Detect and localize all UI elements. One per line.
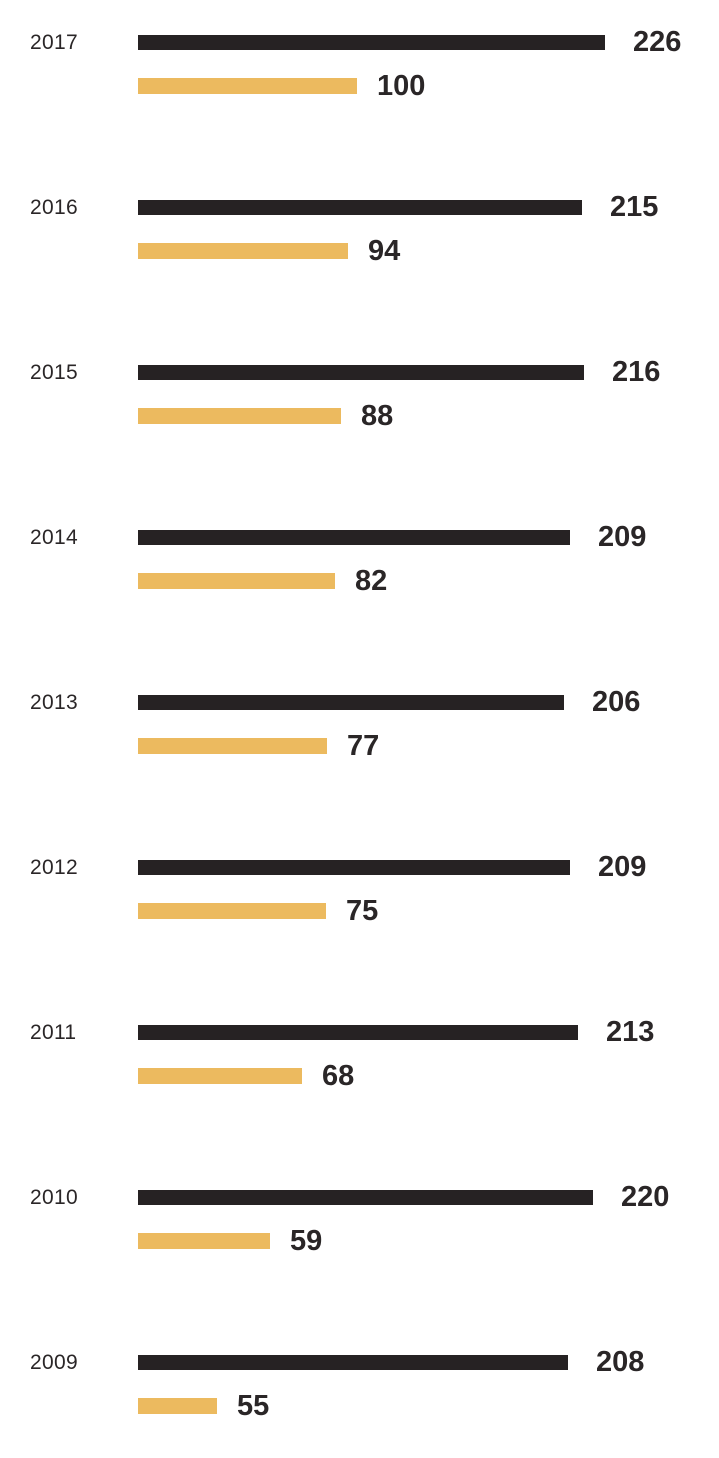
- year-group: 2017 226 100: [0, 28, 719, 200]
- gold-bar-value-label: 82: [355, 564, 388, 597]
- gold-bar-row: 68: [138, 1061, 354, 1090]
- gold-bar-row: 59: [138, 1226, 322, 1255]
- year-group: 2009 208 55: [0, 1348, 719, 1458]
- dark-bar-row: 226: [138, 28, 681, 57]
- gold-bar-value-label: 59: [290, 1224, 323, 1257]
- dark-bar: [138, 35, 605, 50]
- gold-bar-value-label: 88: [361, 399, 394, 432]
- gold-bar-value-label: 94: [368, 234, 401, 267]
- gold-bar-value-label: 55: [237, 1389, 270, 1422]
- dark-bar-row: 220: [138, 1183, 669, 1212]
- year-group: 2013 206 77: [0, 688, 719, 860]
- gold-bar: [138, 78, 357, 94]
- year-axis-label: 2013: [30, 691, 78, 714]
- gold-bar-value-label: 68: [322, 1059, 355, 1092]
- year-group: 2010 220 59: [0, 1183, 719, 1355]
- year-group: 2011 213 68: [0, 1018, 719, 1190]
- dark-bar-value-label: 206: [592, 686, 641, 718]
- dark-bar: [138, 1355, 568, 1370]
- year-axis-label: 2016: [30, 196, 78, 219]
- year-axis-label: 2011: [30, 1021, 77, 1044]
- gold-bar-value-label: 100: [377, 69, 426, 102]
- dark-bar: [138, 1190, 593, 1205]
- gold-bar-value-label: 75: [346, 894, 379, 927]
- gold-bar-row: 100: [138, 71, 425, 100]
- dark-bar-value-label: 216: [612, 356, 661, 388]
- year-axis-label: 2017: [30, 31, 78, 54]
- dark-bar: [138, 365, 584, 380]
- gold-bar-row: 94: [138, 236, 400, 265]
- year-group: 2012 209 75: [0, 853, 719, 1025]
- gold-bar: [138, 408, 341, 424]
- gold-bar: [138, 573, 335, 589]
- gold-bar: [138, 243, 348, 259]
- year-group: 2015 216 88: [0, 358, 719, 530]
- year-axis-label: 2009: [30, 1351, 78, 1374]
- dark-bar-row: 213: [138, 1018, 654, 1047]
- gold-bar-value-label: 77: [347, 729, 380, 762]
- year-axis-label: 2014: [30, 526, 78, 549]
- gold-bar-row: 75: [138, 896, 378, 925]
- year-axis-label: 2012: [30, 856, 78, 879]
- dark-bar-value-label: 226: [633, 26, 682, 58]
- dark-bar-row: 209: [138, 523, 646, 552]
- dark-bar-value-label: 209: [598, 851, 647, 883]
- dark-bar-value-label: 213: [606, 1016, 655, 1048]
- dark-bar-value-label: 220: [621, 1181, 670, 1213]
- year-group: 2016 215 94: [0, 193, 719, 365]
- gold-bar-row: 55: [138, 1391, 269, 1420]
- dark-bar-row: 215: [138, 193, 658, 222]
- gold-bar: [138, 1233, 270, 1249]
- dark-bar: [138, 530, 570, 545]
- dark-bar-value-label: 215: [610, 191, 659, 223]
- dark-bar-value-label: 209: [598, 521, 647, 553]
- dark-bar-value-label: 208: [596, 1346, 645, 1378]
- year-axis-label: 2015: [30, 361, 78, 384]
- dark-bar: [138, 1025, 578, 1040]
- gold-bar-row: 88: [138, 401, 393, 430]
- gold-bar: [138, 1068, 302, 1084]
- gold-bar: [138, 738, 327, 754]
- dark-bar-row: 216: [138, 358, 660, 387]
- year-axis-label: 2010: [30, 1186, 78, 1209]
- gold-bar-row: 82: [138, 566, 387, 595]
- year-group: 2014 209 82: [0, 523, 719, 695]
- dark-bar-row: 208: [138, 1348, 644, 1377]
- dark-bar: [138, 200, 582, 215]
- gold-bar: [138, 903, 326, 919]
- dark-bar-row: 206: [138, 688, 640, 717]
- dark-bar-row: 209: [138, 853, 646, 882]
- gold-bar-row: 77: [138, 731, 379, 760]
- gold-bar: [138, 1398, 217, 1414]
- dark-bar: [138, 695, 564, 710]
- dark-bar: [138, 860, 570, 875]
